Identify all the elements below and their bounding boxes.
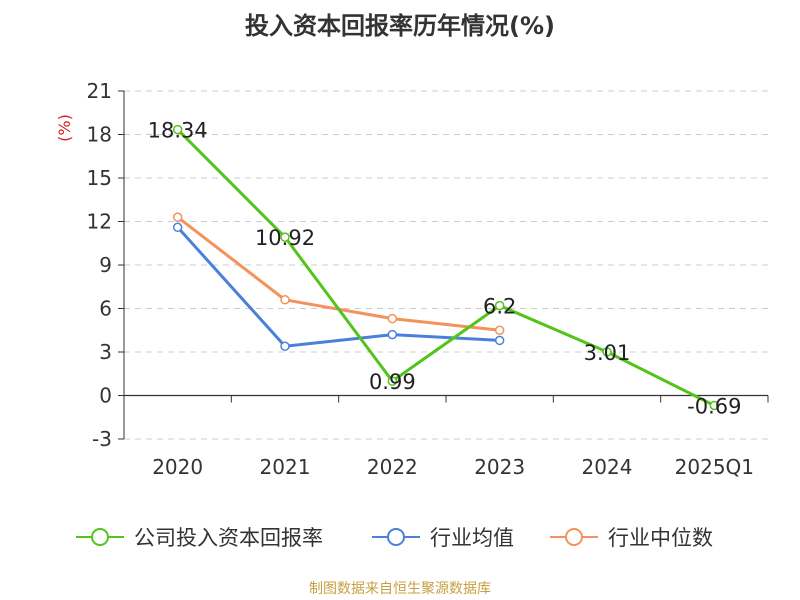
data-label: 18.34	[148, 119, 208, 143]
y-tick-label: 6	[99, 297, 112, 321]
data-point	[280, 295, 290, 305]
legend-marker	[387, 528, 405, 546]
legend: 公司投入资本回报率 行业均值 行业中位数	[76, 526, 713, 550]
data-point	[494, 300, 505, 311]
y-tick-label: 0	[99, 384, 112, 408]
data-label: 6.2	[483, 295, 516, 319]
data-label: 0.99	[369, 370, 416, 394]
x-tick-label: 2025Q1	[675, 455, 754, 479]
x-tick-label: 2023	[474, 455, 525, 479]
y-tick-label: 15	[87, 166, 112, 190]
series-line	[176, 215, 500, 332]
data-point	[172, 212, 183, 222]
source-note: 制图数据来自恒生聚源数据库	[309, 581, 491, 597]
y-tick-label: 9	[99, 253, 112, 277]
x-tick-label: 2021	[260, 455, 311, 479]
axes: -3 0 3 6 9 12 15 18 21 2020 2021 2022 2023 2024 2025Q1…	[55, 79, 769, 479]
y-tick-label: -3	[92, 427, 112, 451]
data-point	[387, 329, 398, 340]
x-tick-label: 2020	[152, 455, 203, 479]
x-tick-label: 2024	[582, 455, 633, 479]
data-point	[709, 400, 720, 411]
data-point	[172, 222, 183, 233]
y-tick-label: 12	[87, 210, 112, 234]
y-axis-label: (%)	[55, 114, 74, 142]
series-layer	[172, 124, 720, 411]
data-point	[280, 232, 290, 242]
legend-marker	[565, 528, 583, 546]
y-tick-label: 3	[99, 340, 112, 364]
grid-lines	[124, 90, 768, 440]
x-tick-label: 2022	[367, 455, 418, 479]
legend-entry: 公司投入资本回报率	[134, 526, 323, 550]
legend-marker	[91, 528, 109, 546]
data-point	[280, 341, 290, 351]
data-point	[387, 313, 398, 324]
y-tick-label: 18	[87, 123, 112, 147]
data-point	[387, 376, 398, 386]
legend-entry: 行业均值	[430, 526, 514, 550]
data-label: 10.92	[255, 226, 315, 250]
series-line	[176, 128, 716, 407]
data-label: -0.69	[687, 395, 741, 419]
legend-entry: 行业中位数	[608, 526, 713, 550]
data-point	[172, 124, 183, 135]
chart-title: 投入资本回报率历年情况(%)	[245, 12, 555, 40]
y-tick-label: 21	[87, 79, 112, 103]
data-label: 3.01	[584, 341, 631, 365]
data-labels: 18.34 10.92 0.99 6.2 3.01 -0.69	[148, 119, 742, 419]
series-line	[176, 226, 500, 348]
data-point	[494, 335, 505, 346]
data-point	[494, 325, 505, 335]
data-point	[602, 347, 612, 357]
